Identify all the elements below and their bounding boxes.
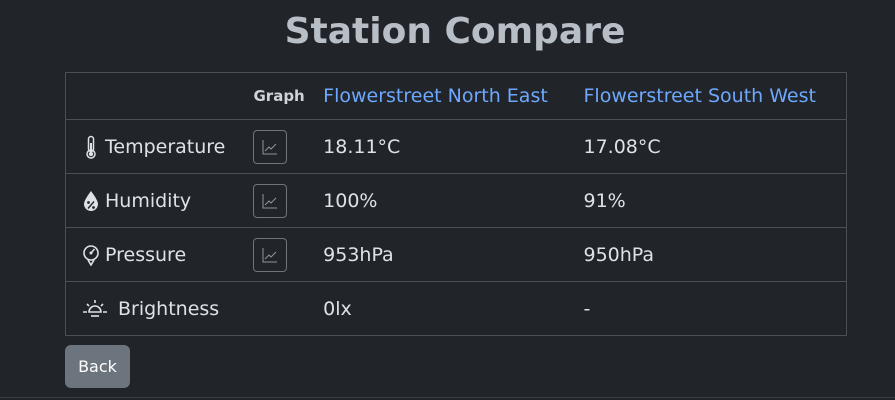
table-row-brightness: Brightness 0lx -	[65, 281, 847, 336]
graph-column-header: Graph	[253, 87, 305, 105]
metric-name: Pressure	[105, 243, 187, 266]
metric-name: Temperature	[105, 135, 226, 158]
value-north-east: 953hPa	[323, 243, 394, 266]
footer-divider	[0, 397, 895, 398]
value-south-west: 17.08°C	[583, 135, 661, 158]
value-north-east: 100%	[323, 189, 378, 212]
station-link-south-west[interactable]: Flowerstreet South West	[583, 85, 816, 107]
metric-name: Brightness	[118, 297, 220, 320]
metric-label-brightness: Brightness	[66, 297, 253, 321]
pressure-gauge-icon	[82, 243, 100, 267]
metric-label-humidity: Humidity	[66, 189, 253, 213]
chart-line-icon	[262, 139, 278, 154]
metric-label-pressure: Pressure	[66, 243, 253, 267]
chart-line-icon	[262, 247, 278, 262]
table-header-row: Graph Flowerstreet North East Flowerstre…	[66, 73, 847, 120]
graph-button-humidity[interactable]	[253, 183, 288, 218]
value-south-west: -	[583, 297, 591, 320]
station-link-north-east[interactable]: Flowerstreet North East	[323, 85, 548, 107]
graph-button-temperature[interactable]	[253, 129, 288, 164]
value-north-east: 18.11°C	[323, 135, 401, 158]
table-row-temperature: Temperature 18.11°C 17.08°C	[65, 119, 847, 174]
chart-line-icon	[262, 193, 278, 208]
station-compare-table: Graph Flowerstreet North East Flowerstre…	[65, 72, 847, 336]
back-button[interactable]: Back	[65, 345, 130, 388]
table-row-humidity: Humidity 100% 91%	[65, 173, 847, 228]
sun-icon	[82, 297, 108, 321]
table-row-pressure: Pressure 953hPa 950hPa	[65, 227, 847, 282]
value-south-west: 91%	[583, 189, 626, 212]
header-empty-cell	[66, 73, 254, 120]
metric-label-temperature: Temperature	[66, 135, 253, 159]
graph-cell-empty	[253, 281, 324, 336]
graph-button-pressure[interactable]	[253, 237, 288, 272]
page-title: Station Compare	[284, 11, 626, 52]
metric-name: Humidity	[105, 189, 192, 212]
value-south-west: 950hPa	[583, 243, 655, 266]
humidity-drop-icon	[82, 189, 100, 213]
value-north-east: 0lx	[323, 297, 352, 320]
thermometer-icon	[82, 135, 100, 159]
